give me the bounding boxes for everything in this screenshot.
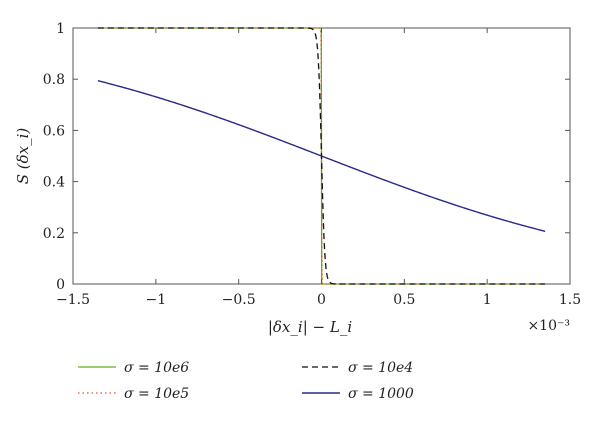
legend-item: σ = 10e6 (78, 360, 189, 376)
x-tick-label: 0.5 (393, 292, 415, 308)
legend-item: σ = 10e4 (302, 360, 413, 376)
y-tick-label: 0.4 (43, 175, 65, 191)
x-axis-multiplier: ×10⁻³ (527, 318, 570, 334)
x-tick-label: −1.5 (56, 292, 90, 308)
x-tick-label: 1 (483, 292, 492, 308)
legend-label: σ = 10e6 (124, 360, 189, 376)
legend-item: σ = 1000 (302, 386, 414, 402)
x-tick-label: 0 (317, 292, 326, 308)
x-axis-label: |δx_i| − L_i (268, 318, 352, 336)
y-tick-label: 0.2 (43, 226, 65, 242)
legend-label: σ = 10e5 (124, 386, 189, 402)
series-line-3 (97, 80, 546, 232)
y-axis-ticks: 0 0.2 0.4 0.6 0.8 1 (43, 21, 570, 293)
plot-area: −1.5 −1 −0.5 0 0.5 1 1.5 0 0.2 0.4 0.6 0.8 1 (43, 21, 581, 308)
y-tick-label: 0 (56, 277, 65, 293)
legend: σ = 10e6 σ = 10e5 σ = 10e4 σ = 1000 (78, 360, 414, 402)
x-tick-label: −1 (146, 292, 167, 308)
legend-label: σ = 1000 (348, 386, 414, 402)
x-tick-label: 1.5 (559, 292, 581, 308)
y-tick-label: 0.8 (43, 72, 65, 88)
y-tick-label: 1 (56, 21, 65, 37)
x-axis-ticks: −1.5 −1 −0.5 0 0.5 1 1.5 (56, 28, 581, 308)
series-layer (97, 27, 546, 285)
legend-item: σ = 10e5 (78, 386, 189, 402)
y-axis-label: S (δx_i) (14, 128, 32, 185)
legend-label: σ = 10e4 (348, 360, 413, 376)
x-tick-label: −0.5 (222, 292, 256, 308)
y-tick-label: 0.6 (43, 123, 65, 139)
